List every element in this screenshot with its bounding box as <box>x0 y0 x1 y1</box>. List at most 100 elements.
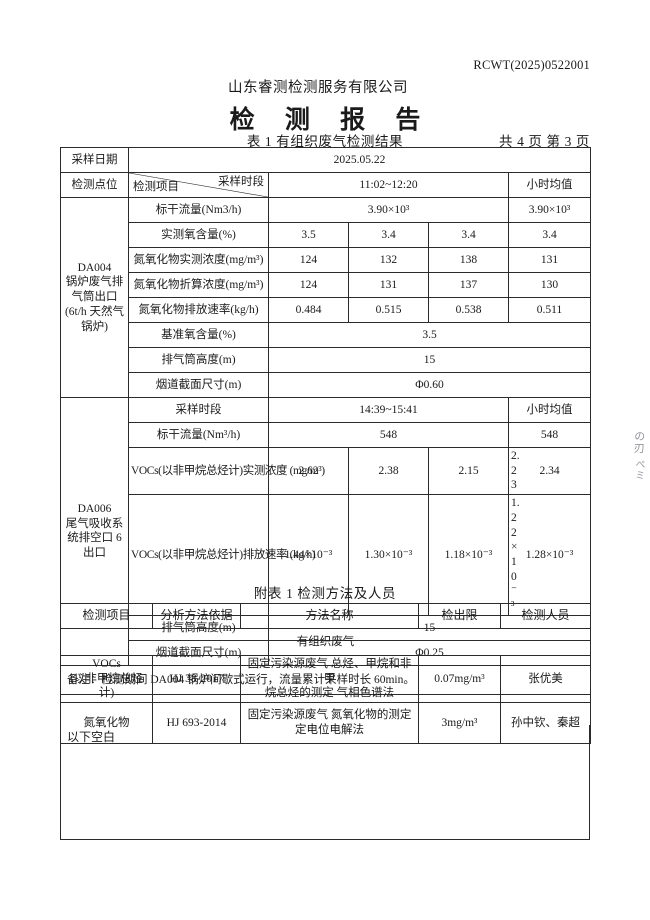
company-name: 山东睿测检测服务有限公司 <box>228 80 408 96</box>
staff-name: 孙中钦、秦超 <box>500 702 591 745</box>
sampling-date-value: 2025.05.22 <box>127 147 592 173</box>
hourly-average-header: 小时均值 <box>507 397 592 423</box>
page-number: 共 4 页 第 3 页 <box>499 134 590 149</box>
item-label: 标干流量(Nm3/h) <box>128 197 269 223</box>
measurement-value: 548 <box>268 422 509 448</box>
table-row-group: 有组织废气 <box>60 628 591 656</box>
site-line: 统排空口 6 <box>67 532 122 545</box>
hourly-average-value: 548 <box>507 422 592 448</box>
site-column-header: 检测点位 <box>60 172 129 198</box>
table-row: DA004 锅炉废气排 气筒出口 (6t/h 天然气 锅炉) 标干流量(Nm3/… <box>60 197 592 398</box>
method-item: VOCs (以非甲烷总烃计) <box>60 654 153 704</box>
blank-below-note: 以下空白 <box>60 725 590 840</box>
item-label: 基准氧含量(%) <box>128 322 269 348</box>
method-name-line: 定电位电解法 <box>295 724 364 737</box>
item-label: 标干流量(Nm³/h) <box>128 422 269 448</box>
site-line: 锅炉) <box>81 320 108 333</box>
method-name-line: 烷总烃的测定 气相色谱法 <box>264 687 395 700</box>
hourly-average-value: 131 <box>507 247 592 273</box>
staff-name: 张优美 <box>500 654 591 704</box>
site-line: DA006 <box>77 503 112 516</box>
measurement-value: 124 <box>268 272 349 298</box>
column-header-standard: 分析方法依据 <box>152 603 241 629</box>
site-cell-da004: DA004 锅炉废气排 气筒出口 (6t/h 天然气 锅炉) <box>60 197 129 398</box>
table-row: 排气筒高度(m) 15 <box>61 347 592 373</box>
measurement-value: 1.44×10⁻³ <box>268 494 349 616</box>
item-label: 排气筒高度(m) <box>128 347 269 373</box>
table-row: DA006 尾气吸收系 统排空口 6 出口 采样时段 14:39~15:41 小… <box>60 397 592 666</box>
hourly-average-value: 3.90×10³ <box>507 197 592 223</box>
hourly-average-value: 130 <box>507 272 592 298</box>
table-row: 氮氧化物实测浓度(mg/m³) 124 132 138 131 <box>61 247 592 273</box>
measurement-value: 138 <box>428 247 509 273</box>
da006-period-label: 采样时段 <box>128 397 269 423</box>
column-header-limit: 检出限 <box>418 603 501 629</box>
method-name-line: 固定污染源废气 总烃、甲烷和非甲 <box>247 658 412 685</box>
hourly-average-header: 小时均值 <box>507 172 592 198</box>
column-header-item: 检测项目 <box>60 603 153 629</box>
margin-handwriting: の刃 ぺミ <box>596 429 646 570</box>
measurement-value: 124 <box>268 247 349 273</box>
table-row: 氮氧化物折算浓度(mg/m³) 124 131 137 130 <box>61 272 592 298</box>
hourly-average-value: 3.4 <box>507 222 592 248</box>
margin-handwriting-line: の刃 <box>632 430 646 455</box>
table-caption: 表 1 有组织废气检测结果 <box>246 134 404 149</box>
measurement-value: 0.484 <box>268 297 349 323</box>
measurement-value: 2.15 <box>428 446 509 496</box>
table-row: 基准氧含量(%) 3.5 <box>61 322 592 348</box>
item-label: 氮氧化物折算浓度(mg/m³) <box>128 272 269 298</box>
measurement-value: 3.4 <box>348 222 429 248</box>
method-name-line: 固定污染源废气 氮氧化物的测定 <box>247 709 412 722</box>
measurement-value: 15 <box>267 347 592 373</box>
table-row: 标干流量(Nm³/h) 548 548 <box>61 422 592 448</box>
site-line: 出口 <box>83 547 106 560</box>
measurement-value: 3.4 <box>428 222 509 248</box>
measurement-value: 1.18×10⁻³ <box>428 494 509 616</box>
table-row: 实测氧含量(%) 3.5 3.4 3.4 3.4 <box>61 222 592 248</box>
site-line: 锅炉废气排 <box>65 276 124 289</box>
item-label: 氮氧化物实测浓度(mg/m³) <box>128 247 269 273</box>
detection-limit: 0.07mg/m³ <box>418 654 501 704</box>
site-line: (6t/h 天然气 <box>64 305 125 318</box>
period-column-header: 采样时段 <box>218 176 264 188</box>
method-standard: HJ 693-2014 <box>152 702 241 745</box>
table-row: 氮氧化物 HJ 693-2014 固定污染源废气 氮氧化物的测定 定电位电解法 … <box>60 702 591 745</box>
method-name: 固定污染源废气 总烃、甲烷和非甲 烷总烃的测定 气相色谱法 <box>240 654 419 704</box>
detection-limit: 3mg/m³ <box>418 702 501 745</box>
table-row-header: 检测点位 采样时段 检测项目 11:02~12:20 小时均值 <box>60 172 592 198</box>
table-row: 氮氧化物排放速率(kg/h) 0.484 0.515 0.538 0.511 <box>61 297 592 323</box>
measurement-value: Φ0.60 <box>267 372 592 398</box>
group-label: 有组织废气 <box>60 628 591 656</box>
margin-handwriting-line: ぺミ <box>632 458 645 482</box>
table-row-sampling-date: 采样日期 2025.05.22 <box>60 147 592 173</box>
method-item: 氮氧化物 <box>60 702 153 745</box>
measurement-value: 0.538 <box>428 297 509 323</box>
da006-period-value: 14:39~15:41 <box>268 397 509 423</box>
da004-period-value: 11:02~12:20 <box>268 172 509 198</box>
page-title: 检 测 报 告 <box>229 107 433 134</box>
site-line: DA004 <box>77 261 112 274</box>
measurement-value: 2.38 <box>348 446 429 496</box>
column-header-method: 方法名称 <box>240 603 419 629</box>
hourly-average-value: 2.34 <box>507 446 592 496</box>
measurement-value: 0.515 <box>348 297 429 323</box>
site-line: 气筒出口 <box>71 291 118 304</box>
appendix-caption: 附表 1 检测方法及人员 <box>253 586 397 601</box>
item-label: 烟道截面尺寸(m) <box>128 372 269 398</box>
item-label: VOCs(以非甲烷总烃计)实测浓度 (mg/m³) <box>128 446 325 496</box>
methods-and-personnel-table: 检测项目 分析方法依据 方法名称 检出限 检测人员 有组织废气 VOCs (以非… <box>60 603 591 745</box>
sampling-date-label: 采样日期 <box>60 147 129 173</box>
method-item-line: (以非甲烷总烃计) <box>70 672 143 700</box>
item-label: 实测氧含量(%) <box>128 222 269 248</box>
table-row: VOCs(以非甲烷总烃计)实测浓度 (mg/m³) 2.62 2.38 2.15… <box>61 446 592 496</box>
measurement-value: 3.5 <box>268 222 349 248</box>
measurement-value: 137 <box>428 272 509 298</box>
measurement-value: 3.5 <box>267 322 592 348</box>
measurement-value: 2.62 <box>268 446 349 496</box>
measurement-value: 131 <box>348 272 429 298</box>
diagonal-header-cell: 采样时段 检测项目 <box>128 172 269 198</box>
document-number: RCWT(2025)0522001 <box>473 58 590 72</box>
column-header-staff: 检测人员 <box>500 603 591 629</box>
method-item-line: VOCs <box>92 658 121 670</box>
